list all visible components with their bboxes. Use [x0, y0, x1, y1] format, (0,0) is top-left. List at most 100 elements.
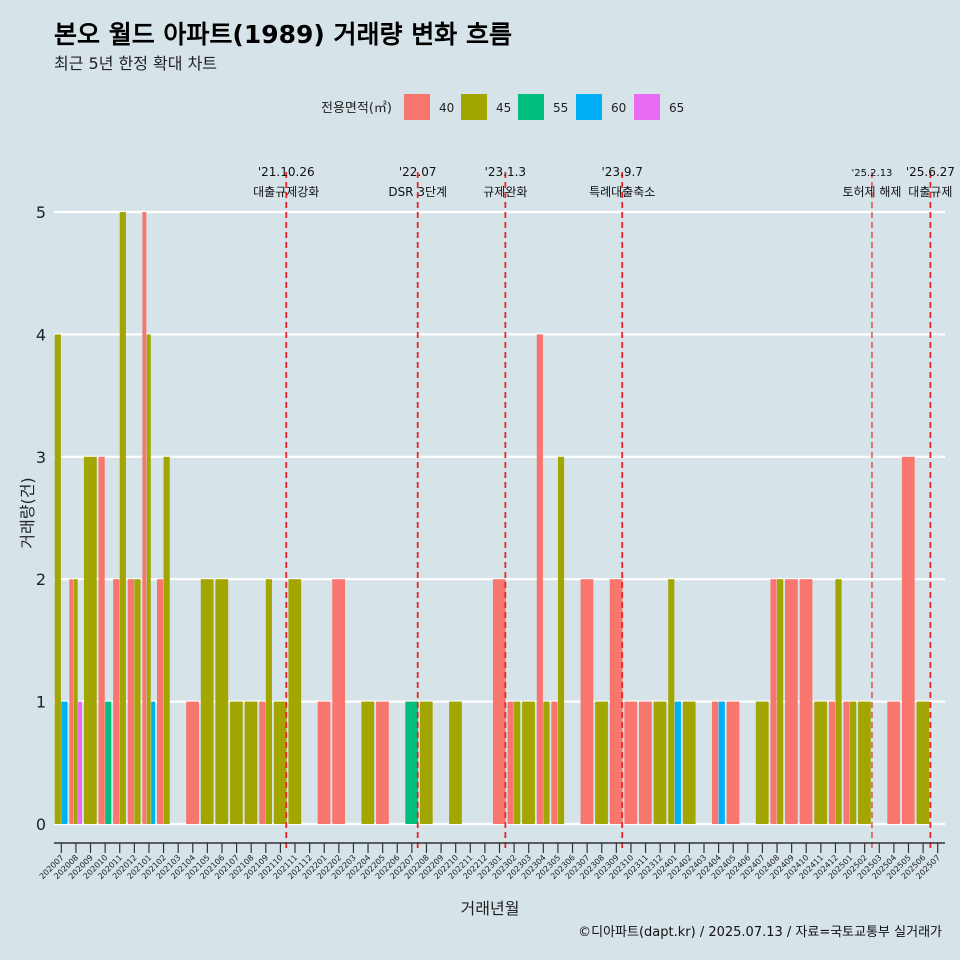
- bar-202302-40: [507, 701, 514, 824]
- y-tick-label: 4: [36, 325, 46, 344]
- event-date-label: '21.10.26: [258, 165, 315, 179]
- bar-202104-40: [186, 701, 199, 824]
- bar-202408-40: [770, 579, 777, 824]
- bar-202407-45: [755, 701, 769, 824]
- bar-202011-40: [113, 579, 120, 824]
- bar-202105-45: [200, 579, 214, 824]
- bar-202401-60: [674, 701, 681, 824]
- y-tick-label: 5: [36, 203, 46, 222]
- bar-202210-45: [449, 701, 462, 824]
- bar-202109-40: [259, 701, 266, 824]
- bar-202312-45: [653, 701, 667, 824]
- y-tick-label: 1: [36, 693, 46, 712]
- bar-202501-40: [843, 701, 850, 824]
- bar-202411-45: [814, 701, 828, 824]
- bar-202010-55: [105, 701, 112, 824]
- bar-202109-45: [265, 579, 272, 824]
- bar-202101-45: [146, 334, 151, 824]
- x-axis-label: 거래년월: [461, 899, 520, 918]
- bar-202010-40: [98, 456, 105, 824]
- caption: ©디아파트(dapt.kr) / 2025.07.13 / 자료=국토교통부 실…: [578, 925, 942, 940]
- bar-202305-45: [557, 456, 565, 824]
- bar-202204-45: [361, 701, 375, 824]
- bar-202110-45: [273, 701, 287, 824]
- bar-202505-40: [901, 456, 915, 824]
- bar-202401-45: [668, 579, 675, 824]
- legend-swatch-60: [576, 94, 602, 120]
- chart-title: 본오 월드 아파트(1989) 거래량 변화 흐름: [54, 20, 512, 49]
- legend-label-45: 45: [496, 101, 511, 115]
- bar-202202-40: [332, 579, 346, 824]
- bar-202302-45: [514, 701, 521, 824]
- bar-202008-65: [78, 701, 83, 824]
- bar-202502-45: [858, 701, 871, 824]
- bar-202304-40: [536, 334, 543, 824]
- chart-subtitle: 최근 5년 한정 확대 차트: [54, 54, 217, 73]
- bar-202305-40: [551, 701, 558, 824]
- legend-label-65: 65: [669, 101, 684, 115]
- y-tick-label: 0: [36, 815, 46, 834]
- bar-202008-45: [73, 579, 78, 824]
- bar-202506-45: [916, 701, 930, 824]
- bar-202007-60: [61, 701, 68, 824]
- legend-label-40: 40: [439, 101, 454, 115]
- bar-202504-40: [887, 701, 901, 824]
- bar-202101-60: [151, 701, 156, 824]
- legend-label-60: 60: [611, 101, 626, 115]
- bar-202405-40: [726, 701, 740, 824]
- bar-202412-40: [828, 701, 836, 824]
- y-axis: 0 1 2 3 4 5: [36, 203, 46, 834]
- bar-202012-45: [134, 579, 141, 824]
- event-date-label: '23.9.7: [601, 165, 642, 179]
- event-label: DSR 3단계: [388, 185, 447, 199]
- bar-202102-40: [156, 579, 164, 824]
- bar-202408-45: [777, 579, 784, 824]
- bar-202106-45: [215, 579, 229, 824]
- bars: [54, 212, 930, 824]
- legend-swatch-45: [461, 94, 487, 120]
- bar-202008-40: [69, 579, 74, 824]
- legend-title: 전용면적(㎡): [321, 101, 392, 116]
- bar-202307-40: [580, 579, 594, 824]
- bar-202404-60: [718, 701, 725, 824]
- bar-202308-45: [595, 701, 608, 824]
- legend-swatch-55: [518, 94, 544, 120]
- bar-202410-40: [799, 579, 813, 824]
- legend: 전용면적(㎡) 40 45 55 60 65: [321, 94, 684, 120]
- bar-202009-45: [83, 456, 97, 824]
- y-axis-label: 거래량(건): [18, 477, 37, 548]
- legend-swatch-65: [634, 94, 660, 120]
- bar-202412-45: [835, 579, 842, 824]
- event-label: 대출규제: [908, 185, 952, 199]
- bar-202012-40: [127, 579, 134, 824]
- bar-202101-40: [142, 212, 147, 824]
- bar-202205-40: [376, 701, 389, 824]
- bar-202301-40: [492, 579, 506, 824]
- legend-swatch-40: [404, 94, 430, 120]
- bar-202107-45: [230, 701, 243, 824]
- bar-202304-45: [543, 701, 550, 824]
- event-date-label: '25.6.27: [906, 165, 955, 179]
- bar-202404-40: [712, 701, 719, 824]
- bar-202111-45: [288, 579, 302, 824]
- bar-202309-40: [609, 579, 623, 824]
- event-label: 대출규제강화: [253, 185, 319, 199]
- y-tick-label: 2: [36, 570, 46, 589]
- bar-202402-45: [682, 701, 696, 824]
- bar-202011-45: [119, 212, 126, 824]
- y-tick-label: 3: [36, 448, 46, 467]
- event-label: 규제완화: [483, 185, 527, 199]
- bar-202007-45: [54, 334, 61, 824]
- bar-202207-55: [405, 701, 419, 824]
- event-lines: '21.10.26 대출규제강화 '22.07 DSR 3단계 '23.1.3 규제완화 '…: [253, 165, 955, 850]
- legend-label-55: 55: [553, 101, 568, 115]
- event-label: 특례대출축소: [589, 185, 655, 199]
- event-date-label: '25.2.13: [852, 168, 893, 179]
- x-axis: 2020072020082020092020102020112020122021…: [38, 842, 945, 881]
- event-label: 토허제 해제: [842, 185, 901, 199]
- bar-202310-40: [624, 701, 638, 824]
- bar-202208-45: [419, 701, 433, 824]
- bar-202501-45: [850, 701, 857, 824]
- bar-202409-40: [785, 579, 798, 824]
- bar-202108-45: [244, 701, 258, 824]
